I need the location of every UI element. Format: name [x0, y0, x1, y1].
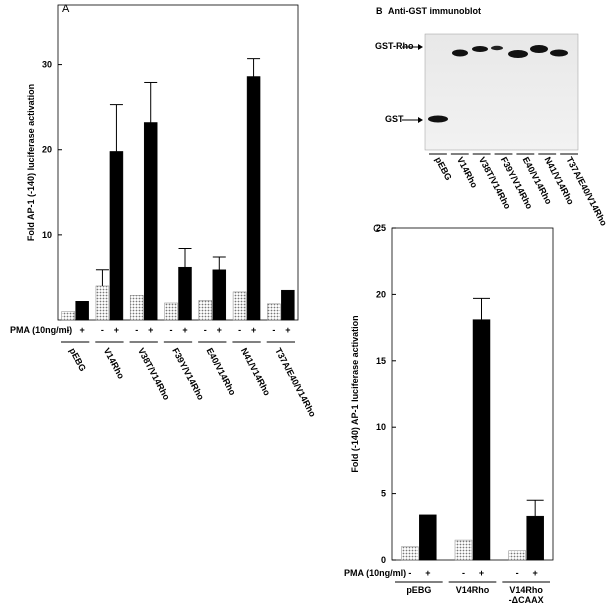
category-label: V38T/V14Rho	[136, 346, 172, 402]
band	[472, 46, 488, 52]
treatment-sign: -	[170, 325, 173, 335]
treatment-sign: +	[114, 325, 119, 335]
band	[508, 50, 528, 58]
treatment-sign: -	[204, 325, 207, 335]
category-label: N41/V14Rho	[239, 346, 273, 398]
treatment-sign: +	[148, 325, 153, 335]
treatment-sign: -	[135, 325, 138, 335]
bar	[129, 295, 144, 321]
panel-letter: C	[373, 223, 381, 235]
category-label: pEBG	[67, 346, 88, 373]
treatment-sign: +	[80, 325, 85, 335]
bar	[419, 514, 437, 561]
bar	[267, 303, 281, 321]
bar	[164, 302, 178, 321]
bar	[212, 269, 227, 321]
bar	[232, 291, 247, 321]
treatment-sign: +	[285, 325, 290, 335]
panel-letter: A	[62, 3, 70, 15]
band	[491, 45, 503, 51]
treatment-sign: -	[272, 325, 275, 335]
band-label: GST-Rho	[375, 41, 414, 51]
bar	[61, 311, 75, 321]
treatment-sign: +	[182, 325, 187, 335]
band-label: GST	[385, 114, 404, 124]
bar	[454, 539, 473, 561]
treatment-sign: -	[516, 568, 519, 578]
treatment-label: PMA (10ng/ml)	[10, 325, 72, 335]
category-label: T37A/E40/V14Rho	[273, 346, 318, 419]
treatment-sign: +	[533, 568, 538, 578]
treatment-sign: +	[425, 568, 430, 578]
plot-frame	[391, 227, 554, 561]
category-label: V14Rho	[102, 346, 127, 381]
error-bar	[109, 104, 123, 152]
y-tick-label: 5	[381, 489, 386, 499]
band	[452, 49, 468, 57]
bar	[526, 515, 544, 561]
arrow-head	[418, 117, 423, 123]
treatment-sign: -	[67, 325, 70, 335]
category-label: pEBG	[406, 585, 431, 595]
blot-panel: B Anti-GST immunoblot GST-Rho GST	[375, 6, 579, 151]
y-tick-label: 10	[376, 422, 386, 432]
category-label: V14Rho	[456, 585, 490, 595]
bar	[401, 546, 419, 561]
bar	[281, 289, 295, 321]
y-tick-label: 30	[42, 60, 52, 70]
bar	[178, 266, 192, 321]
bar	[109, 151, 124, 321]
treatment-sign: -	[462, 568, 465, 578]
bar	[246, 76, 261, 321]
bar	[472, 319, 491, 561]
treatment-label: PMA (10ng/ml)	[344, 568, 406, 578]
error-bar	[144, 81, 158, 123]
error-bar	[212, 256, 226, 270]
bar	[75, 301, 89, 321]
error-bar	[473, 297, 490, 320]
y-tick-label: 25	[376, 223, 386, 233]
band	[550, 49, 568, 57]
y-tick-label: 0	[381, 555, 386, 565]
lane-label: V14Rho	[455, 155, 480, 190]
y-tick-label: 10	[42, 230, 52, 240]
error-bar	[95, 269, 109, 286]
error-bar	[178, 247, 192, 268]
treatment-sign: -	[238, 325, 241, 335]
bar	[143, 122, 158, 321]
category-label: V14Rho -ΔCAAX	[509, 585, 544, 605]
arrow-head	[418, 44, 423, 50]
bar	[198, 300, 213, 321]
treatment-sign: +	[217, 325, 222, 335]
band	[530, 45, 548, 53]
treatment-sign: +	[479, 568, 484, 578]
category-label: F39Y/V14Rho	[170, 346, 206, 402]
panel-letter: B	[376, 6, 383, 16]
y-axis-label: Fold AP-1 (-140) luciferase activation	[26, 84, 36, 241]
treatment-sign: -	[408, 568, 411, 578]
band	[428, 115, 448, 123]
treatment-sign: +	[251, 325, 256, 335]
y-axis-label: Fold (-140) AP-1 luciferase activation	[350, 315, 360, 472]
y-tick-label: 20	[376, 289, 386, 299]
category-label: E40/V14Rho	[205, 346, 238, 397]
plot-frame	[57, 4, 299, 321]
y-tick-label: 15	[376, 356, 386, 366]
blot-title: Anti-GST immunoblot	[388, 6, 481, 16]
error-bar	[526, 499, 544, 517]
treatment-sign: -	[101, 325, 104, 335]
bar	[508, 550, 526, 561]
error-bar	[247, 58, 261, 77]
y-tick-label: 20	[42, 145, 52, 155]
bar	[95, 285, 110, 321]
lane-label: pEBG	[433, 155, 454, 182]
